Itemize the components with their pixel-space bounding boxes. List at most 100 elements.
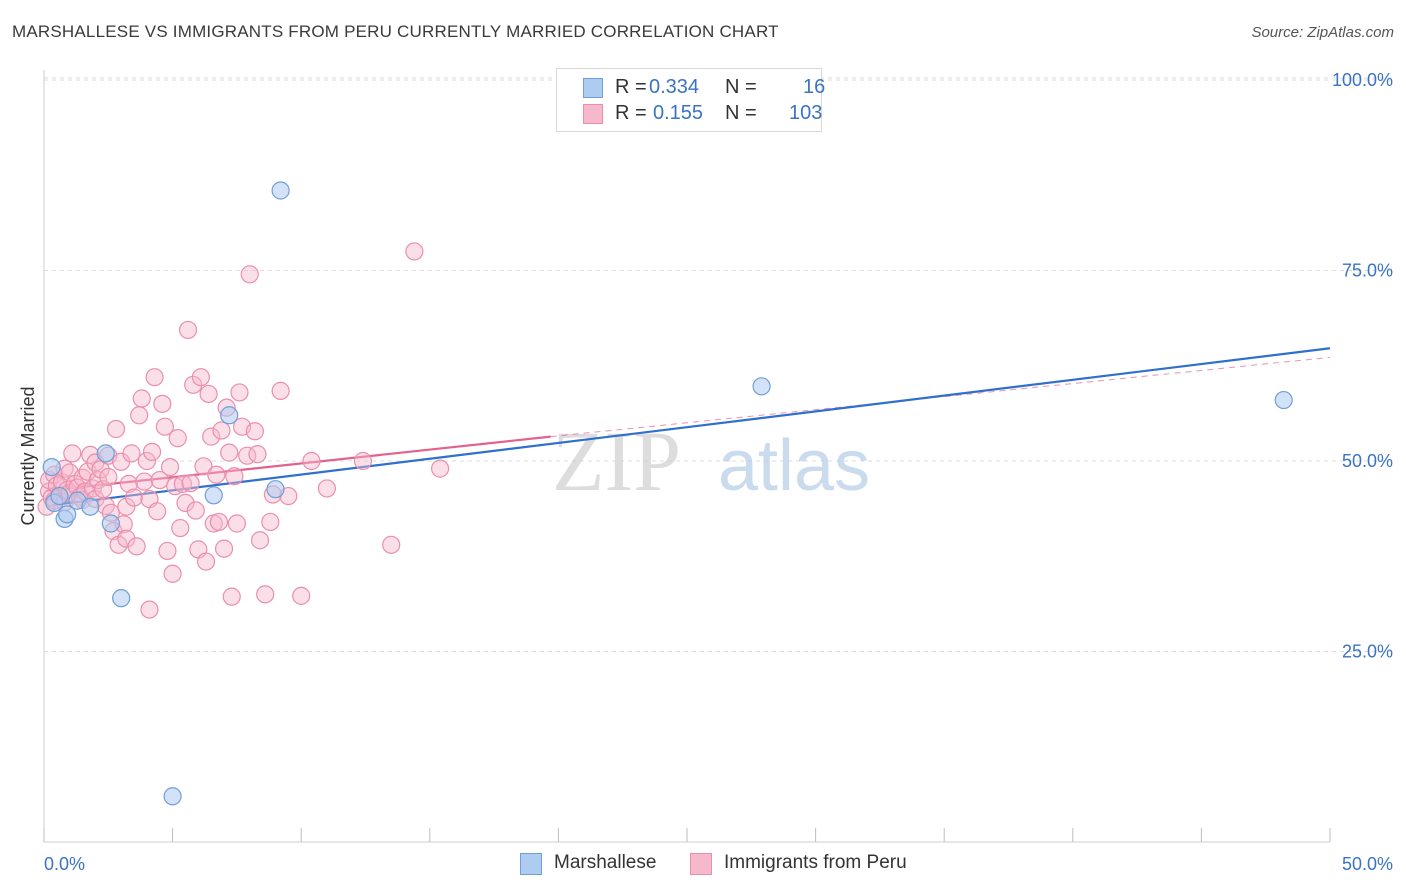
data-point-peru [191,368,210,387]
data-point-peru [353,451,373,471]
y-axis-title: Currently Married [18,386,38,525]
correlation-legend: R = 0.334 N = 16 R = 0.155 N = 103 [556,68,826,132]
data-point-peru [117,497,136,516]
data-point-marshallese [204,486,223,505]
data-point-peru [148,502,167,521]
data-point-peru [245,422,265,441]
data-point-peru [106,419,126,439]
data-point-marshallese [220,406,239,425]
data-point-marshallese [112,589,131,608]
axes [43,70,1331,843]
data-point-peru [140,600,159,619]
data-point-peru [158,541,177,561]
data-point-peru [212,421,231,440]
data-point-peru [153,394,172,413]
legend-n-label: N = [725,102,757,124]
data-point-peru [230,383,249,402]
bottom-legend-label: Marshallese [554,852,657,873]
y-tick-label: 50.0% [1342,451,1393,471]
bottom-legend-swatch-blue [520,853,542,875]
data-point-peru [117,529,136,548]
data-point-peru [132,389,151,408]
data-point-peru [99,467,118,487]
trend-line-marshallese [51,347,1331,507]
y-tick-label: 25.0% [1342,642,1393,662]
data-point-marshallese [1274,390,1293,410]
legend-swatch-blue [583,78,603,98]
data-point-peru [248,445,267,464]
data-point-peru [178,320,198,340]
data-point-peru [382,535,401,554]
data-point-marshallese [42,457,61,477]
data-point-marshallese [163,787,182,806]
y-tick-label: 100.0% [1332,70,1393,90]
legend-n-value: 16 [803,76,826,98]
data-point-peru [256,585,275,604]
source-label: Source: ZipAtlas.com [1251,24,1394,41]
x-tick-label-min: 0.0% [44,854,85,874]
data-point-peru [137,451,156,471]
x-tick-label-max: 50.0% [1342,854,1393,874]
data-point-marshallese [266,480,285,499]
watermark-atlas: atlas [718,426,870,506]
data-point-peru [220,443,239,462]
axis-labels: 25.0% 50.0% 75.0% 100.0% 0.0% 50.0% Currently … [18,70,1393,874]
data-point-peru [227,514,246,533]
data-point-peru [271,381,290,400]
trend-line-peru-extension [550,356,1331,438]
data-point-peru [214,539,234,558]
data-point-peru [225,467,244,486]
data-point-peru [209,512,228,532]
watermark: ZIP atlas [552,413,870,509]
data-point-peru [207,465,226,484]
data-point-marshallese [101,514,120,533]
trend-lines [46,347,1331,507]
legend-n-value: 103 [789,102,823,124]
data-point-peru [240,265,259,284]
data-point-peru [405,242,424,261]
data-point-peru [88,470,108,490]
bottom-legend-label: Immigrants from Peru [724,852,907,873]
chart-title: MARSHALLESE VS IMMIGRANTS FROM PERU CURR… [12,22,779,41]
y-tick-label: 75.0% [1342,261,1393,281]
data-point-peru [194,457,213,476]
data-point-peru [176,493,195,513]
data-point-peru [124,488,144,507]
data-point-peru [163,564,182,583]
data-point-peru [222,587,241,606]
data-point-peru [142,442,162,461]
data-point-peru [292,586,311,605]
legend-n-label: N = [725,76,757,98]
data-point-peru [135,472,154,491]
data-point-peru [317,479,337,498]
data-point-peru [186,501,205,520]
data-point-peru [261,512,280,532]
data-point-peru [122,444,141,463]
data-point-peru [171,518,190,538]
data-point-peru [150,470,169,490]
legend-r-label: R = [615,76,647,98]
data-point-marshallese [271,181,290,200]
data-point-peru [168,429,187,448]
data-point-peru [184,375,203,394]
data-point-peru [302,451,321,471]
data-point-peru [63,444,82,463]
data-point-peru [196,552,216,571]
data-point-marshallese [50,486,69,506]
data-point-marshallese [752,377,771,396]
bottom-legend-swatch-pink [690,853,712,875]
data-point-marshallese [58,505,77,524]
data-point-peru [173,474,192,493]
trend-line-peru [46,435,551,492]
data-point-peru [250,531,270,550]
data-point-peru [155,417,174,436]
data-point-peru [181,473,200,493]
data-point-peru [130,406,149,425]
legend-swatch-pink [583,104,603,124]
data-point-peru [202,427,221,446]
legend-r-value: 0.155 [653,102,704,124]
data-point-peru [127,537,146,556]
legend-r-label: R = [615,102,647,124]
data-point-peru [119,474,138,493]
